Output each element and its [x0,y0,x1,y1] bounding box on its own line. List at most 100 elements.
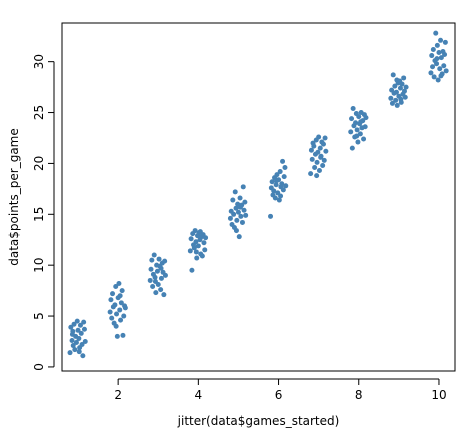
data-point [280,187,286,193]
data-point [156,256,162,262]
data-point [314,159,320,165]
data-point [116,280,122,286]
data-point [435,77,441,83]
data-point [75,327,81,333]
data-point [201,240,207,246]
data-point [78,330,84,336]
data-point [117,307,123,313]
data-point [197,229,203,235]
y-tick-label: 5 [32,312,46,320]
data-point [113,284,119,290]
data-point [318,154,324,160]
data-point [188,236,194,242]
data-point [434,61,440,67]
data-point [158,275,164,281]
data-point [428,70,434,76]
data-point [109,315,115,321]
data-point [194,255,200,261]
data-point [199,253,205,259]
data-point [431,74,437,80]
data-point [79,342,85,348]
data-point [277,169,283,175]
data-point [443,68,449,74]
data-point [355,139,361,145]
data-point [323,148,329,154]
data-point [358,119,364,125]
data-point [240,184,246,190]
data-point [430,64,436,70]
data-point [232,189,238,195]
data-point [433,30,439,36]
data-point [283,183,289,189]
data-point [309,156,315,162]
x-axis-label: jitter(data$games_started) [177,414,340,428]
data-point [281,174,287,180]
data-point [394,77,400,83]
data-point [274,178,280,184]
data-point [392,83,398,89]
data-point [114,311,120,317]
data-point [401,88,407,94]
data-point [162,258,168,264]
data-point [430,46,436,52]
data-point [361,136,367,142]
data-point [237,195,243,201]
data-point [241,207,247,213]
data-point [350,105,356,111]
data-point [231,211,237,217]
data-point [158,265,164,271]
data-point [203,235,209,241]
data-point [354,127,360,133]
data-point [191,245,197,251]
data-point [312,164,318,170]
data-point [437,66,443,72]
data-point [389,100,395,106]
x-tick-label: 2 [114,388,122,402]
y-tick-label: 0 [32,363,46,371]
data-point [118,317,124,323]
data-point [151,252,157,258]
data-point [158,287,164,293]
data-point [119,288,125,294]
data-point [121,313,127,319]
y-tick-label: 15 [32,207,46,222]
data-point [77,322,83,328]
data-point [282,164,288,170]
data-point [280,158,286,164]
data-point [161,292,167,298]
data-point [189,267,195,273]
data-point [193,239,199,245]
data-point [438,37,444,43]
data-point [114,333,120,339]
data-point [202,247,208,253]
y-tick-label: 10 [32,258,46,273]
data-point [438,55,444,61]
data-point [120,332,126,338]
data-point [239,219,245,225]
data-point [273,182,279,188]
data-point [107,309,113,315]
data-point [442,39,448,45]
data-point [316,134,322,140]
data-point [442,52,448,58]
data-point [354,133,360,139]
data-point [108,297,114,303]
data-point [152,278,158,284]
data-point [311,143,317,149]
data-point [187,248,193,254]
data-point [436,50,442,56]
data-point [271,188,277,194]
data-point [429,53,435,59]
data-point [348,129,354,135]
data-point [82,338,88,344]
data-point [243,212,249,218]
data-point [238,213,244,219]
data-point [81,319,87,325]
data-point [150,284,156,290]
data-point [73,340,79,346]
data-point [403,84,409,90]
data-point [388,95,394,101]
data-point [235,209,241,215]
data-point [233,228,239,234]
